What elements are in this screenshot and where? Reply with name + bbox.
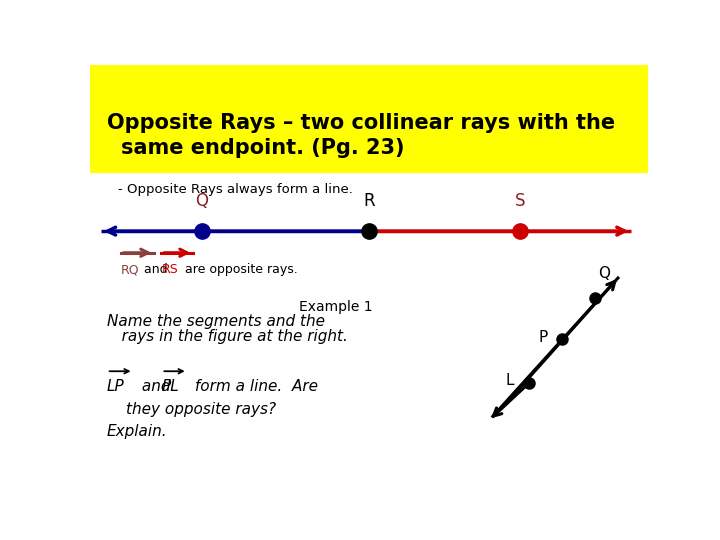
Text: Opposite Rays – two collinear rays with the: Opposite Rays – two collinear rays with … (107, 113, 615, 133)
Text: PL: PL (161, 379, 179, 394)
Text: P: P (539, 329, 547, 345)
Text: Q: Q (598, 266, 610, 281)
Text: form a line.  Are: form a line. Are (190, 379, 318, 394)
Text: and: and (138, 379, 176, 394)
Text: Example 1: Example 1 (299, 300, 372, 314)
Text: rays in the figure at the right.: rays in the figure at the right. (107, 329, 348, 344)
Text: are opposite rays.: are opposite rays. (181, 263, 297, 276)
Text: same endpoint. (Pg. 23): same endpoint. (Pg. 23) (121, 138, 404, 158)
Text: Q: Q (195, 192, 208, 210)
FancyBboxPatch shape (90, 65, 648, 173)
Text: Explain.: Explain. (107, 424, 167, 438)
Text: LP: LP (107, 379, 125, 394)
Text: S: S (514, 192, 525, 210)
Text: - Opposite Rays always form a line.: - Opposite Rays always form a line. (118, 183, 353, 197)
Text: they opposite rays?: they opposite rays? (126, 402, 276, 416)
Text: Name the segments and the: Name the segments and the (107, 314, 325, 329)
Text: RQ: RQ (121, 263, 139, 276)
Text: and: and (140, 263, 172, 276)
Text: R: R (363, 192, 375, 210)
Text: RS: RS (161, 263, 178, 276)
Text: L: L (505, 373, 513, 388)
